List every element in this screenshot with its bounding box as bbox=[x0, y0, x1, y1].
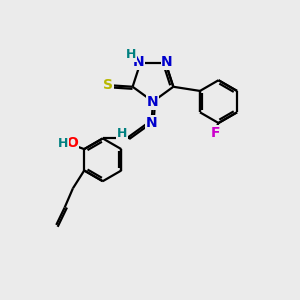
Text: N: N bbox=[133, 55, 145, 69]
Text: H: H bbox=[58, 137, 68, 150]
Text: O: O bbox=[66, 136, 78, 150]
Text: H: H bbox=[126, 48, 136, 61]
Text: N: N bbox=[147, 95, 159, 109]
Text: N: N bbox=[161, 55, 173, 69]
Text: S: S bbox=[103, 78, 113, 92]
Text: F: F bbox=[211, 125, 220, 140]
Text: H: H bbox=[117, 127, 127, 140]
Text: N: N bbox=[146, 116, 157, 130]
